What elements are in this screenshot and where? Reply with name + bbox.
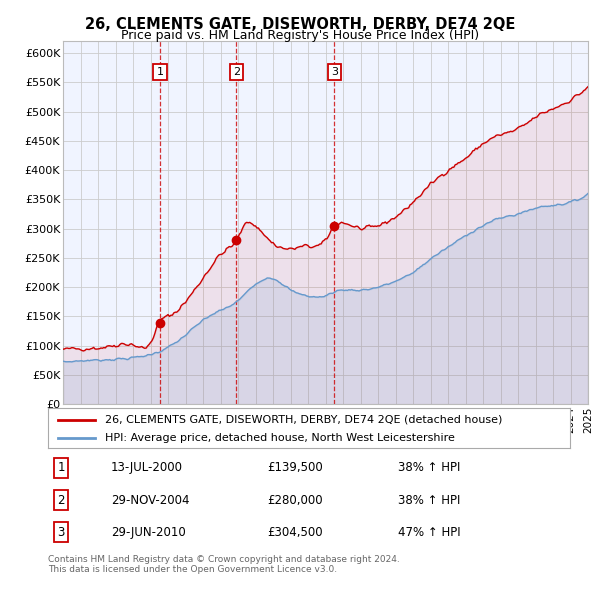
Text: £139,500: £139,500: [267, 461, 323, 474]
Text: 29-JUN-2010: 29-JUN-2010: [110, 526, 185, 539]
Text: This data is licensed under the Open Government Licence v3.0.: This data is licensed under the Open Gov…: [48, 565, 337, 574]
Text: 1: 1: [58, 461, 65, 474]
Text: 47% ↑ HPI: 47% ↑ HPI: [398, 526, 460, 539]
Text: HPI: Average price, detached house, North West Leicestershire: HPI: Average price, detached house, Nort…: [106, 434, 455, 443]
Text: Price paid vs. HM Land Registry's House Price Index (HPI): Price paid vs. HM Land Registry's House …: [121, 30, 479, 42]
Text: 3: 3: [331, 67, 338, 77]
Text: 1: 1: [157, 67, 163, 77]
Text: 38% ↑ HPI: 38% ↑ HPI: [398, 493, 460, 507]
Text: 2: 2: [233, 67, 240, 77]
Text: £304,500: £304,500: [267, 526, 323, 539]
Text: 3: 3: [58, 526, 65, 539]
Text: 2: 2: [58, 493, 65, 507]
Text: Contains HM Land Registry data © Crown copyright and database right 2024.: Contains HM Land Registry data © Crown c…: [48, 555, 400, 563]
Text: 26, CLEMENTS GATE, DISEWORTH, DERBY, DE74 2QE (detached house): 26, CLEMENTS GATE, DISEWORTH, DERBY, DE7…: [106, 415, 503, 425]
Text: 29-NOV-2004: 29-NOV-2004: [110, 493, 189, 507]
Text: 26, CLEMENTS GATE, DISEWORTH, DERBY, DE74 2QE: 26, CLEMENTS GATE, DISEWORTH, DERBY, DE7…: [85, 17, 515, 31]
Text: £280,000: £280,000: [267, 493, 323, 507]
Text: 38% ↑ HPI: 38% ↑ HPI: [398, 461, 460, 474]
Text: 13-JUL-2000: 13-JUL-2000: [110, 461, 182, 474]
